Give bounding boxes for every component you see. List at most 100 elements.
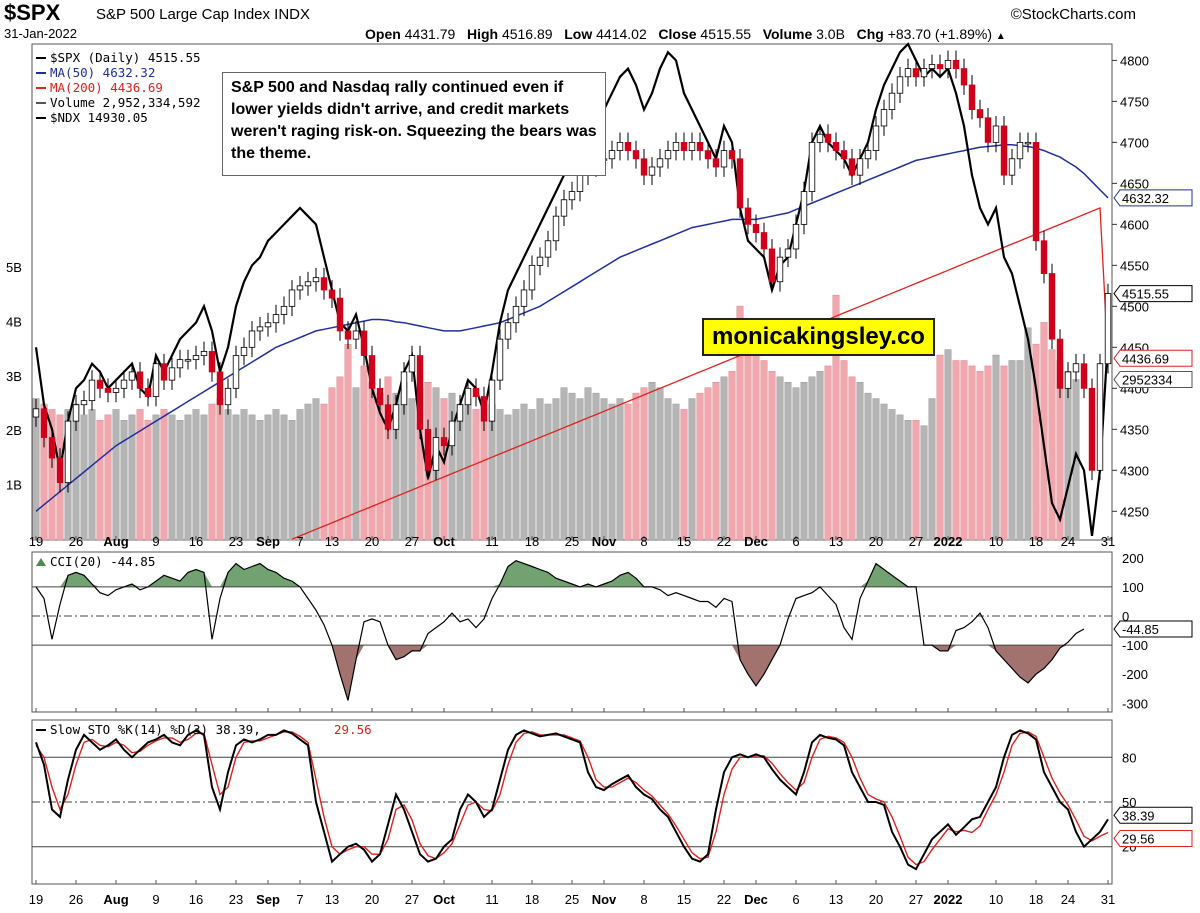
chart-date: 31-Jan-2022: [4, 26, 77, 41]
candle-body: [456, 404, 464, 422]
x-tick-label: 20: [869, 534, 883, 549]
candle-body: [360, 330, 368, 356]
candle-body: [1072, 363, 1080, 373]
candle-body: [968, 84, 976, 110]
sto-k-tag-text: 38.39: [1122, 808, 1155, 823]
candle-body: [96, 379, 104, 389]
volume-bar: [968, 365, 976, 541]
candle-body: [976, 109, 984, 119]
volume-bar: [296, 409, 304, 541]
volume-bar: [712, 381, 720, 541]
candle-body: [480, 396, 488, 422]
x-tick-label: 27: [909, 892, 923, 907]
candle-body: [496, 338, 504, 381]
sto-k-tag-box: [1113, 806, 1193, 824]
volume-bar: [744, 333, 752, 541]
x-tick-label: 10: [989, 892, 1003, 907]
volume-bar: [904, 420, 912, 541]
volume-bar: [120, 420, 128, 541]
candle-body: [648, 166, 656, 176]
candle-body: [1016, 141, 1024, 160]
x-tick-label: Aug: [103, 892, 128, 907]
volume-bar: [560, 387, 568, 541]
candle-body: [944, 59, 952, 69]
x-tick-label: 20: [869, 892, 883, 907]
volume-bar: [896, 414, 904, 541]
candle-body: [872, 125, 880, 151]
x-tick-label: 23: [229, 892, 243, 907]
candle-body: [672, 141, 680, 151]
sto-legend-d-label: 29.56: [334, 722, 372, 737]
open-value: 4431.79: [404, 26, 456, 42]
volume-bar: [800, 381, 808, 541]
volume-bar: [992, 354, 1000, 541]
high-value: 4516.89: [501, 26, 553, 42]
cci-oversold-fill: [36, 645, 1108, 701]
x-tick-label: Dec: [744, 534, 768, 549]
x-tick-label: 13: [325, 534, 339, 549]
volume-tick-label: 3B: [6, 369, 22, 384]
candle-body: [552, 215, 560, 242]
volume-bar: [504, 414, 512, 541]
x-tick-label: Sep: [256, 892, 280, 907]
volume-bar: [664, 398, 672, 541]
close-value: 4515.55: [700, 26, 752, 42]
candle-body: [824, 133, 832, 143]
volume-bar: [944, 349, 952, 541]
candle-body: [240, 346, 248, 356]
volume-bar: [144, 420, 152, 541]
index-name: S&P 500 Large Cap Index INDX: [96, 6, 311, 23]
candle-body: [432, 437, 440, 471]
candle-body: [416, 355, 424, 430]
candle-body: [520, 289, 528, 307]
volume-bar: [208, 403, 216, 541]
volume-bar: [440, 398, 448, 541]
volume-bar: [976, 371, 984, 541]
candle-body: [576, 174, 584, 192]
candle-body: [560, 199, 568, 217]
x-tick-label: 9: [152, 892, 159, 907]
volume-bar: [840, 360, 848, 541]
candle-body: [64, 420, 72, 484]
price-tick-label: 4800: [1120, 53, 1149, 68]
candle-body: [464, 387, 472, 406]
volume-bar: [280, 414, 288, 541]
candle-body: [1064, 371, 1072, 389]
volume-bar: [200, 414, 208, 541]
low-label: Low: [564, 26, 593, 42]
high-label: High: [466, 26, 499, 42]
volume-bar: [152, 414, 160, 541]
volume-bar: [568, 392, 576, 541]
candle-body: [208, 351, 216, 373]
volume-bar: [256, 420, 264, 541]
volume-bar: [320, 403, 328, 541]
volume-label: Volume: [762, 26, 813, 42]
up-arrow-icon: ▲: [995, 31, 1006, 42]
x-tick-label: Dec: [744, 892, 768, 907]
sto-legend-label: Slow STO %K(14) %D(3) 38.39,: [50, 722, 261, 737]
x-tick-label: 24: [1061, 534, 1075, 549]
candle-body: [688, 141, 696, 151]
x-tick-label: 22: [717, 892, 731, 907]
candle-body: [1040, 240, 1048, 274]
volume-bar: [520, 403, 528, 541]
candle-body: [712, 158, 720, 168]
watermark-label[interactable]: monicakingsley.co: [702, 318, 935, 356]
volume-tag-box: [1113, 371, 1193, 389]
source-credit[interactable]: ©StockCharts.com: [1010, 6, 1136, 23]
candle-body: [912, 68, 920, 78]
volume-bar: [640, 387, 648, 541]
x-tick-label: 11: [485, 534, 499, 549]
candle-body: [80, 400, 88, 406]
volume-bar: [232, 414, 240, 541]
volume-bar: [352, 387, 360, 541]
sto-d-tag-box: [1113, 829, 1193, 847]
candle-body: [448, 420, 456, 447]
candle-body: [88, 379, 96, 402]
candle-body: [904, 68, 912, 78]
candle-body: [624, 141, 632, 151]
volume-tag: 2952334: [1113, 371, 1193, 389]
candle-body: [48, 437, 56, 459]
candle-body: [784, 248, 792, 258]
candle-body: [992, 125, 1000, 143]
